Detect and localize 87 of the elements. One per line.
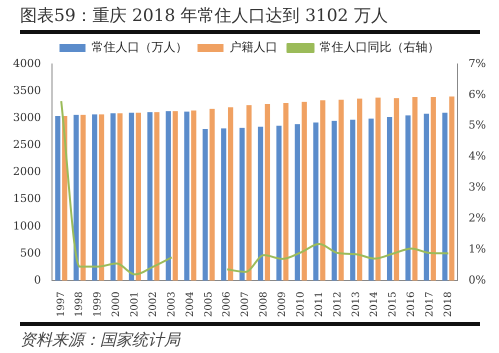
x-tick-label: 1999 bbox=[92, 292, 104, 318]
bar bbox=[166, 111, 171, 281]
y-tick-label: 1000 bbox=[12, 219, 41, 232]
x-tick-label: 2015 bbox=[388, 292, 399, 318]
bar bbox=[221, 128, 226, 281]
bar bbox=[154, 112, 160, 281]
bar bbox=[442, 112, 448, 281]
y2-tick-label: 2% bbox=[468, 212, 486, 225]
bar bbox=[240, 128, 245, 281]
y2-tick-label: 6% bbox=[468, 88, 486, 101]
bar bbox=[386, 117, 392, 281]
y2-tick-label: 0% bbox=[468, 273, 486, 286]
bar bbox=[136, 112, 141, 281]
x-tick-label: 2004 bbox=[184, 292, 196, 318]
y-tick-label: 4000 bbox=[12, 56, 41, 70]
x-tick-label: 1997 bbox=[56, 292, 67, 318]
y2-tick-label: 5% bbox=[468, 118, 486, 132]
y-tick-label: 1500 bbox=[12, 192, 41, 206]
x-tick-label: 2006 bbox=[222, 292, 233, 318]
bar bbox=[394, 98, 400, 281]
x-tick-label: 2017 bbox=[424, 292, 436, 318]
x-tick-label: 2010 bbox=[295, 292, 306, 318]
bar bbox=[98, 114, 104, 281]
legend-label: 常住人口（万人） bbox=[92, 40, 188, 54]
bar bbox=[228, 107, 234, 281]
bar bbox=[202, 128, 208, 281]
bar bbox=[80, 114, 86, 281]
x-tick-label: 2016 bbox=[406, 292, 418, 318]
bar bbox=[128, 112, 134, 281]
bar bbox=[338, 100, 344, 281]
bar bbox=[302, 102, 307, 281]
y2-tick-label: 1% bbox=[468, 242, 486, 256]
y-tick-label: 3500 bbox=[12, 84, 41, 97]
bar bbox=[424, 114, 430, 281]
bar bbox=[276, 126, 282, 281]
x-tick-label: 1998 bbox=[74, 292, 86, 318]
x-tick-label: 2008 bbox=[258, 292, 270, 318]
y-tick-label: 0 bbox=[34, 273, 41, 286]
bar bbox=[320, 100, 326, 281]
y-tick-label: 2000 bbox=[12, 165, 41, 178]
bar bbox=[350, 120, 356, 281]
bar bbox=[368, 118, 374, 281]
x-tick-label: 2007 bbox=[240, 292, 252, 318]
bar bbox=[172, 111, 178, 281]
bar bbox=[110, 113, 116, 281]
bar bbox=[405, 115, 411, 281]
x-tick-label: 2001 bbox=[130, 292, 141, 318]
bar bbox=[210, 108, 215, 281]
x-tick-label: 2011 bbox=[314, 292, 325, 318]
bar bbox=[147, 112, 153, 281]
x-tick-label: 2012 bbox=[332, 292, 344, 318]
x-tick-label: 2005 bbox=[203, 292, 214, 318]
bar bbox=[357, 98, 362, 281]
bar bbox=[283, 102, 288, 281]
bar bbox=[92, 114, 98, 281]
y2-tick-label: 7% bbox=[468, 56, 486, 70]
bar bbox=[412, 97, 418, 281]
bar bbox=[430, 97, 436, 281]
y2-tick-label: 3% bbox=[468, 180, 486, 194]
legend-label: 常住人口同比（右轴） bbox=[320, 40, 440, 54]
bar bbox=[264, 104, 270, 281]
bar bbox=[294, 124, 300, 281]
y-tick-label: 3000 bbox=[12, 110, 41, 124]
bar bbox=[449, 96, 454, 281]
legend-label: 户籍人口 bbox=[230, 40, 278, 54]
x-tick-label: 2009 bbox=[277, 292, 288, 318]
bar bbox=[375, 98, 381, 281]
bar bbox=[55, 116, 60, 281]
x-tick-label: 2003 bbox=[166, 292, 178, 318]
x-tick-label: 2002 bbox=[148, 292, 159, 318]
bar bbox=[313, 122, 318, 281]
x-tick-label: 2013 bbox=[350, 292, 362, 318]
chart-title: 图表59：重庆 2018 年常住人口达到 3102 万人 bbox=[20, 4, 480, 34]
x-tick-label: 2000 bbox=[111, 292, 122, 318]
bar bbox=[184, 112, 190, 281]
bar bbox=[332, 120, 337, 281]
y-tick-label: 500 bbox=[20, 246, 41, 260]
bar bbox=[191, 110, 196, 281]
bar bbox=[117, 113, 123, 281]
text: 资料来源：国家统计局 bbox=[20, 322, 480, 351]
x-tick-label: 2018 bbox=[442, 292, 454, 318]
bar bbox=[258, 126, 264, 281]
y-tick-label: 2500 bbox=[12, 138, 41, 152]
bar bbox=[246, 105, 252, 281]
bar bbox=[74, 114, 79, 281]
y2-tick-label: 4% bbox=[468, 150, 486, 163]
x-tick-label: 2014 bbox=[369, 292, 380, 318]
